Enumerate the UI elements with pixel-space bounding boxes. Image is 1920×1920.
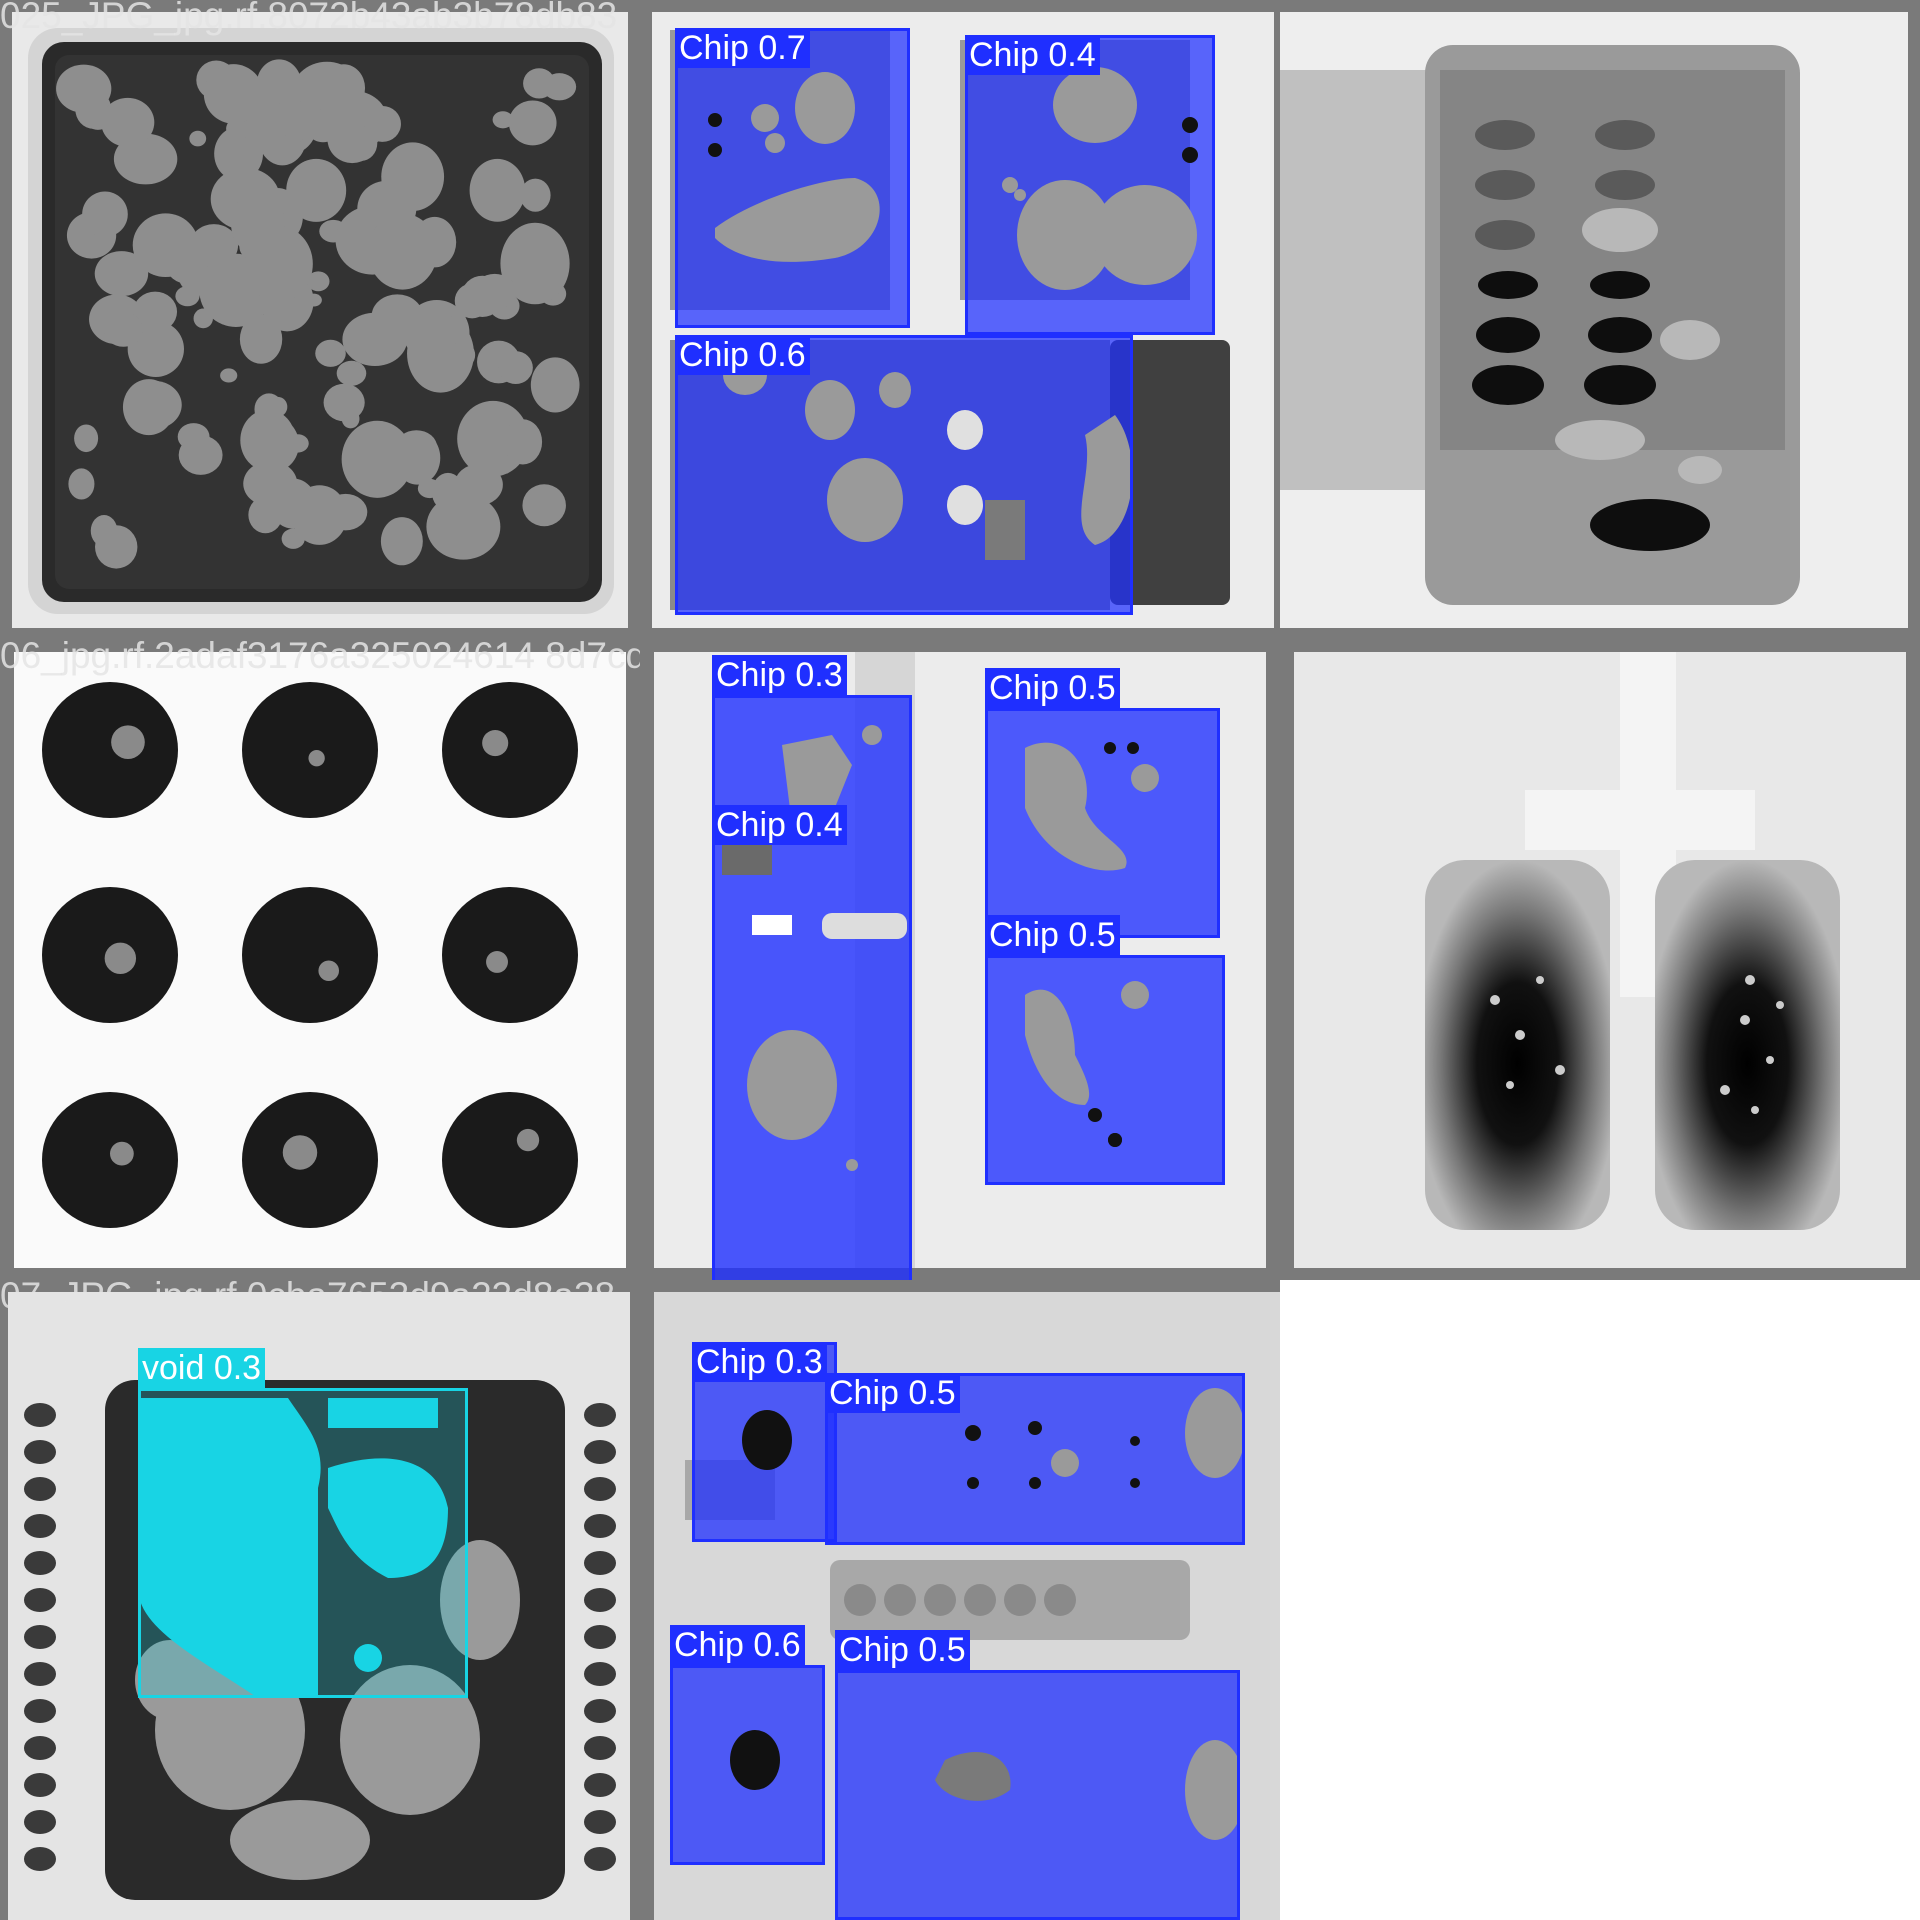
detection-label: Chip 0.6	[670, 1625, 805, 1665]
tile-bga-balls: 06_jpg.rf.2adaf3176a325024614 8d7cd	[0, 640, 640, 1280]
detection-chip[interactable]: Chip 0.3	[712, 655, 912, 1280]
xray-image-qfn	[12, 12, 628, 628]
detection-chip[interactable]: Chip 0.5	[825, 1373, 1245, 1545]
detection-label: void 0.3	[138, 1348, 266, 1388]
xray-image-tall	[1280, 12, 1908, 628]
tile-qfn-wires: void 0.3 07_JPG_jpg.rf.0cba7653d9a23d8a3…	[0, 1280, 640, 1920]
tile-tall-package	[1280, 0, 1920, 640]
detection-chip[interactable]: Chip 0.6	[670, 1625, 825, 1865]
detection-label: Chip 0.5	[985, 915, 1120, 955]
detection-void[interactable]: void 0.3	[138, 1348, 468, 1698]
xray-image-twin	[1294, 652, 1906, 1268]
xray-image-bga	[14, 652, 626, 1268]
detection-chip[interactable]: Chip 0.4	[712, 805, 857, 875]
tile-sot-chips: Chip 0.3 Chip 0.5 Chip 0.6 Chip 0.5	[640, 1280, 1280, 1920]
detection-label: Chip 0.6	[675, 335, 810, 375]
detection-chip[interactable]: Chip 0.5	[835, 1630, 1240, 1920]
detection-chip[interactable]: Chip 0.4	[965, 35, 1215, 335]
tile-twin-pads	[1280, 640, 1920, 1280]
detection-label: Chip 0.4	[712, 805, 847, 845]
detection-chip[interactable]: Chip 0.7	[675, 28, 910, 328]
detection-label: Chip 0.3	[712, 655, 847, 695]
tile-qfn-voids: 025_JPG_jpg.rf.8072b43ab3b78db83	[0, 0, 640, 640]
detection-chip[interactable]: Chip 0.5	[985, 915, 1225, 1185]
detection-label: Chip 0.7	[675, 28, 810, 68]
detection-label: Chip 0.4	[965, 35, 1100, 75]
detection-label: Chip 0.5	[835, 1630, 970, 1670]
detection-chip[interactable]: Chip 0.6	[675, 335, 1133, 615]
detection-label: Chip 0.5	[825, 1373, 960, 1413]
tile-four-pads: Chip 0.3 Chip 0.5 Chip 0.4 Chip 0.5	[640, 640, 1280, 1280]
detection-label: Chip 0.5	[985, 668, 1120, 708]
detection-chip[interactable]: Chip 0.3	[692, 1342, 837, 1542]
detection-chip[interactable]: Chip 0.5	[985, 668, 1220, 938]
tile-quad-chips: Chip 0.7 Chip 0.4 Chip 0.6	[640, 0, 1280, 640]
detection-label: Chip 0.3	[692, 1342, 827, 1382]
